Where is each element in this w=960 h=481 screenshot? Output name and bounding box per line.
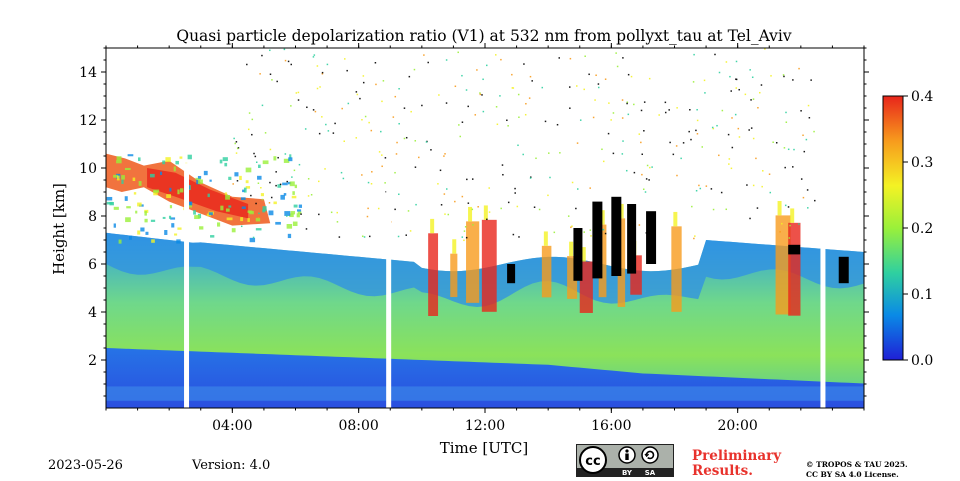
cirrus-streak bbox=[450, 253, 458, 298]
y-tick-label: 14 bbox=[79, 65, 97, 81]
colorbar-tick-label: 0.3 bbox=[911, 155, 933, 171]
svg-text:cc: cc bbox=[585, 454, 600, 469]
x-tick-label: 20:00 bbox=[717, 418, 757, 434]
y-axis-label: Height [km] bbox=[50, 183, 68, 275]
y-tick-label: 6 bbox=[88, 257, 97, 273]
heatmap-layers bbox=[106, 48, 864, 408]
cloud-feature bbox=[592, 201, 603, 279]
axes: 04:00 08:00 12:00 16:00 20:00 2 4 6 8 10 12 14 bbox=[79, 43, 869, 434]
near-surface-layer bbox=[106, 386, 864, 401]
colorbar-tick-label: 0.4 bbox=[911, 89, 933, 105]
cirrus-streak bbox=[630, 255, 642, 295]
colorbar-tick-label: 0.2 bbox=[911, 221, 933, 237]
cirrus-streak bbox=[579, 261, 593, 313]
cirrus-streak bbox=[541, 245, 552, 298]
colorbar: 0.0 0.1 0.2 0.3 0.4 bbox=[882, 89, 933, 369]
cirrus-streak bbox=[428, 233, 439, 316]
y-tick-label: 4 bbox=[88, 305, 97, 321]
cloud-feature bbox=[646, 211, 657, 264]
cirrus-streak bbox=[598, 224, 607, 298]
cloud-feature bbox=[611, 196, 622, 276]
footer-date: 2023-05-26 bbox=[48, 458, 123, 473]
cc-by-label: BY bbox=[622, 469, 633, 477]
copyright-line2: CC BY SA 4.0 License. bbox=[806, 470, 899, 479]
data-gap bbox=[184, 163, 190, 408]
x-axis-label: Time [UTC] bbox=[440, 439, 529, 457]
x-tick-label: 12:00 bbox=[465, 418, 505, 434]
footer-version: Version: 4.0 bbox=[192, 458, 271, 473]
copyright-note: © TROPOS & TAU 2025. CC BY SA 4.0 Licens… bbox=[806, 460, 908, 480]
x-tick-label: 08:00 bbox=[338, 418, 378, 434]
y-tick-label: 2 bbox=[88, 353, 97, 369]
x-tick-label: 16:00 bbox=[591, 418, 631, 434]
chart-title: Quasi particle depolarization ratio (V1)… bbox=[176, 27, 792, 45]
y-tick-label: 10 bbox=[79, 161, 97, 177]
creative-commons-icon: cc BY SA bbox=[576, 444, 674, 477]
cloud-feature bbox=[627, 204, 637, 274]
x-tick-label: 04:00 bbox=[212, 418, 252, 434]
y-tick-label: 8 bbox=[88, 209, 97, 225]
cirrus-streak bbox=[567, 256, 578, 299]
cloud-feature bbox=[507, 264, 516, 284]
y-tick-label: 12 bbox=[79, 113, 97, 129]
cloud-feature bbox=[788, 244, 801, 255]
cirrus-streak bbox=[788, 222, 801, 316]
copyright-line1: © TROPOS & TAU 2025. bbox=[806, 460, 908, 469]
data-gap bbox=[386, 163, 392, 408]
preliminary-note: Preliminary Results. bbox=[692, 449, 781, 479]
cirrus-streak bbox=[466, 221, 480, 303]
plot-area bbox=[106, 48, 864, 408]
cc-sa-label: SA bbox=[645, 469, 656, 477]
data-gap bbox=[820, 163, 826, 408]
cirrus-streak bbox=[481, 219, 497, 312]
cirrus-streak bbox=[671, 226, 682, 312]
cloud-feature bbox=[573, 228, 583, 281]
cloud-feature bbox=[838, 256, 849, 284]
colorbar-tick-label: 0.0 bbox=[911, 353, 933, 369]
cirrus-streak bbox=[775, 215, 791, 315]
colorbar-gradient bbox=[882, 95, 904, 361]
colorbar-tick-label: 0.1 bbox=[911, 287, 933, 303]
preliminary-line1: Preliminary bbox=[692, 448, 782, 464]
preliminary-line2: Results. bbox=[692, 463, 753, 479]
cirrus-streak bbox=[617, 218, 626, 307]
